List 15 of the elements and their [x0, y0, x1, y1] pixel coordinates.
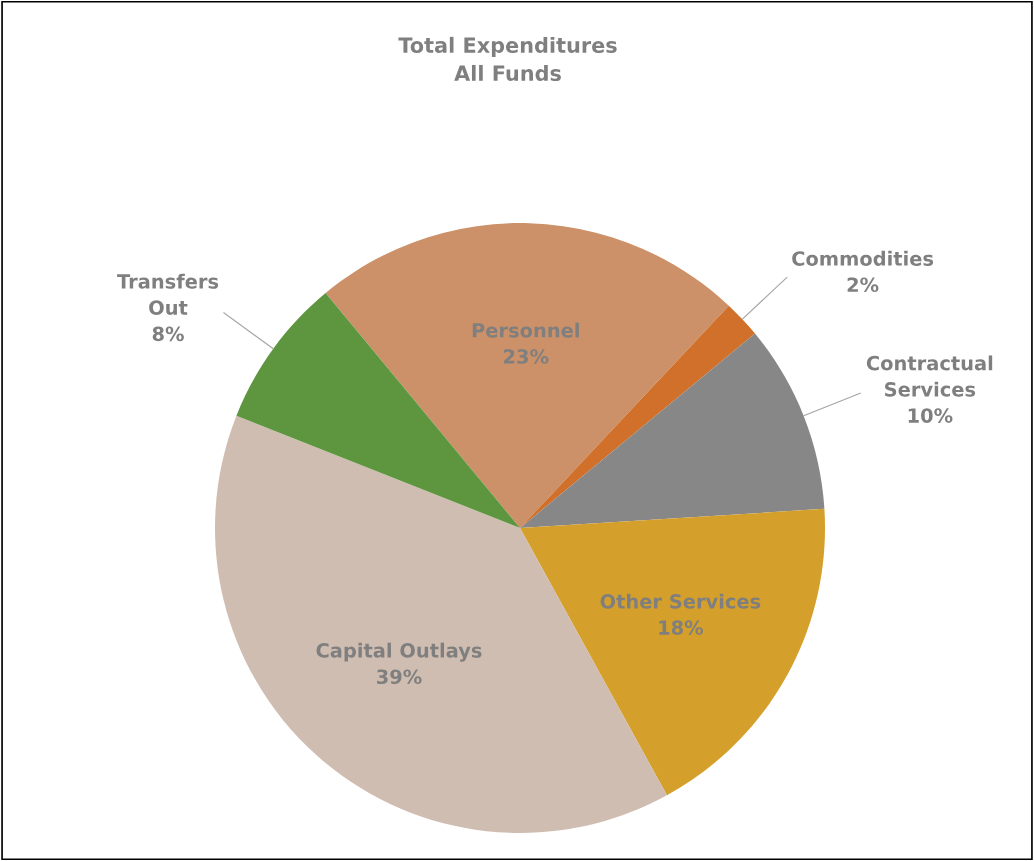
data-label: 8% — [152, 326, 184, 342]
data-label: 23% — [504, 349, 549, 364]
data-label: 18% — [659, 620, 704, 635]
data-label: 10% — [908, 408, 953, 423]
data-label: 39% — [377, 669, 422, 685]
slice-label: Contractual Services — [866, 355, 993, 397]
pie-slice — [325, 223, 729, 528]
pie-slice — [520, 508, 825, 796]
slice-label: Commodities — [792, 250, 934, 266]
data-label: 2% — [847, 277, 879, 293]
chart-title: Total Expenditures All Funds — [398, 36, 617, 82]
slice-label: Other Services — [600, 593, 761, 609]
slice-label: Transfers Out — [117, 273, 219, 315]
slice-label: Capital Outlays — [316, 642, 482, 662]
slice-label: Personnel — [472, 322, 579, 338]
